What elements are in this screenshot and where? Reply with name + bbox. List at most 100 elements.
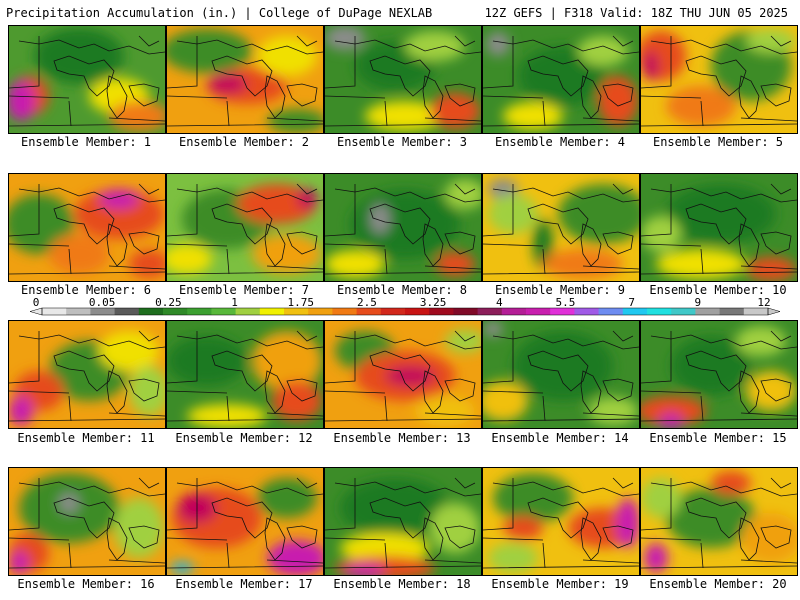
map-boundary: [167, 95, 323, 127]
map-boundary: [641, 477, 792, 531]
precip-map: [483, 468, 639, 575]
ensemble-member-label: Ensemble Member: 13: [333, 431, 471, 445]
colorbar-swatch: [695, 308, 721, 315]
map-boundary: [325, 243, 481, 275]
map-boundary: [325, 390, 481, 422]
precip-map: [483, 174, 639, 281]
map-boundary: [738, 370, 760, 414]
map-boundary: [325, 330, 476, 384]
map-boundary: [334, 187, 481, 203]
colorbar-tick-label: 1: [231, 296, 238, 309]
precip-blob: [746, 29, 796, 53]
precip-map: [483, 321, 639, 428]
precip-blob: [340, 478, 450, 538]
map-boundary: [264, 370, 286, 414]
map-boundary: [211, 350, 273, 392]
precip-blob: [365, 101, 445, 131]
colorbar-swatch: [284, 308, 309, 315]
colorbar-swatch: [429, 308, 454, 315]
precip-blob: [370, 204, 390, 234]
map-boundary: [264, 75, 286, 119]
precip-map: [325, 468, 481, 575]
ensemble-map-panel: [8, 173, 166, 282]
map-boundary: [641, 183, 792, 237]
ensemble-member-label: Ensemble Member: 4: [494, 135, 626, 149]
map-boundary: [483, 537, 639, 569]
map-boundary: [128, 525, 160, 549]
map-boundary: [211, 55, 273, 97]
precip-map: [483, 26, 639, 133]
map-boundary: [492, 187, 639, 203]
colorbar-swatch: [574, 308, 600, 315]
colorbar-frame: [41, 307, 769, 316]
precip-blob: [641, 478, 681, 518]
colorbar-swatch: [743, 308, 769, 315]
ensemble-map-panel: [482, 25, 640, 134]
ensemble-member-label: Ensemble Member: 7: [178, 283, 310, 297]
map-boundary: [422, 370, 444, 414]
precip-map: [167, 468, 323, 575]
map-boundary: [483, 477, 634, 531]
map-boundary: [167, 330, 318, 384]
map-boundary: [580, 370, 602, 414]
map-boundary: [483, 35, 634, 89]
map-boundary: [369, 55, 431, 97]
map-boundary: [211, 203, 273, 245]
map-boundary: [18, 39, 165, 55]
precip-blob: [252, 234, 322, 274]
map-boundary: [325, 183, 476, 237]
ensemble-member-label: Ensemble Member: 14: [491, 431, 629, 445]
precip-blob: [167, 29, 252, 73]
colorbar-swatch: [356, 308, 382, 315]
precip-blob: [671, 336, 751, 396]
colorbar-swatch: [211, 308, 237, 315]
precip-blob: [445, 329, 481, 353]
precip-blob: [503, 102, 563, 130]
precip-blob: [578, 36, 628, 66]
ensemble-member-label: Ensemble Member: 3: [336, 135, 468, 149]
ensemble-member-label: Ensemble Member: 5: [652, 135, 784, 149]
colorbar-swatch: [138, 308, 164, 315]
precip-blob: [741, 513, 797, 563]
map-boundary: [334, 334, 481, 350]
map-boundary: [685, 203, 747, 245]
map-boundary: [18, 187, 165, 203]
run-info: 12Z GEFS | F318 Valid: 18Z THU JUN 05 20…: [484, 6, 788, 20]
map-title: Precipitation Accumulation (in.) | Colle…: [6, 6, 433, 20]
precip-blob: [598, 76, 638, 126]
precip-blob: [435, 252, 475, 276]
map-boundary: [527, 203, 589, 245]
ensemble-map-panel: [640, 173, 798, 282]
precip-map: [167, 174, 323, 281]
ensemble-member-label: Ensemble Member: 8: [336, 283, 468, 297]
map-boundary: [527, 497, 589, 539]
precip-map: [9, 468, 165, 575]
ensemble-member-label: Ensemble Member: 19: [491, 577, 629, 591]
map-boundary: [444, 83, 476, 107]
map-boundary: [492, 334, 639, 350]
precip-blob: [558, 184, 639, 244]
ensemble-map-panel: [324, 173, 482, 282]
precip-blob: [59, 493, 79, 513]
map-boundary: [53, 497, 115, 539]
colorbar-swatch: [719, 308, 745, 315]
precip-map: [641, 321, 797, 428]
colorbar-tick-label: 0.25: [155, 296, 182, 309]
ensemble-member-label: Ensemble Member: 6: [20, 283, 152, 297]
precip-map: [9, 321, 165, 428]
map-boundary: [211, 497, 273, 539]
precip-blob: [616, 498, 639, 548]
map-boundary: [325, 477, 476, 531]
precip-blob: [74, 189, 164, 239]
precip-blob: [488, 179, 518, 199]
colorbar-tick-label: 3.25: [420, 296, 447, 309]
precip-blob: [272, 381, 322, 421]
ensemble-member-label: Ensemble Member: 9: [494, 283, 626, 297]
ensemble-member-label: Ensemble Member: 15: [649, 431, 787, 445]
map-boundary: [325, 95, 481, 127]
map-boundary: [128, 231, 160, 255]
colorbar-swatch: [308, 308, 333, 315]
precip-blob: [483, 321, 503, 337]
map-boundary: [444, 231, 476, 255]
precip-blob: [9, 551, 29, 575]
